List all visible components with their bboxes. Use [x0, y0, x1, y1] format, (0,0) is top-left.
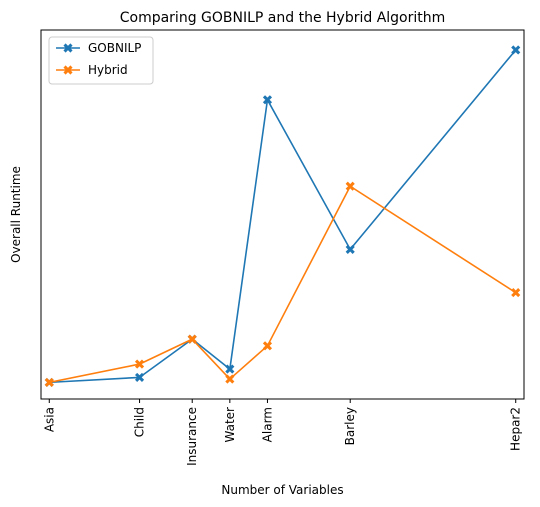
data-point-hybrid-2 [187, 334, 197, 344]
x-tick-label-4: Alarm [260, 407, 274, 442]
data-point-hybrid-4 [262, 341, 273, 351]
x-tick-label-6: Hepar2 [509, 407, 523, 451]
x-axis-label: Number of Variables [221, 483, 343, 497]
legend: GOBNILP Hybrid [48, 36, 154, 85]
data-point-hybrid-0 [44, 377, 54, 387]
data-point-gobnilp-5 [345, 244, 355, 254]
data-point-hybrid-5 [345, 181, 355, 191]
x-tick-label-3: Water [223, 407, 237, 443]
data-point-gobnilp-3 [225, 364, 235, 374]
series-layer [44, 45, 521, 387]
plot-frame [40, 29, 525, 400]
legend-marker-hybrid [63, 65, 73, 75]
data-point-gobnilp-6 [511, 45, 521, 55]
data-point-gobnilp-4 [262, 95, 273, 105]
data-point-gobnilp-1 [134, 372, 145, 382]
data-point-hybrid-3 [225, 374, 235, 384]
x-tick-label-1: Child [133, 407, 147, 437]
chart-title: Comparing GOBNILP and the Hybrid Algorit… [120, 10, 446, 26]
data-point-hybrid-1 [134, 359, 145, 369]
legend-label-gobnilp: GOBNILP [88, 41, 141, 55]
y-axis-label: Overall Runtime [9, 166, 23, 263]
x-tick-label-0: Asia [42, 407, 56, 432]
data-point-hybrid-6 [511, 288, 521, 298]
legend-marker-gobnilp [63, 43, 73, 53]
legend-label-hybrid: Hybrid [88, 63, 128, 77]
x-tick-label-5: Barley [343, 407, 357, 445]
x-tick-label-2: Insurance [185, 407, 199, 466]
x-axis: Asia Child Insurance Water Alarm Barley Hepar2 [42, 399, 523, 466]
